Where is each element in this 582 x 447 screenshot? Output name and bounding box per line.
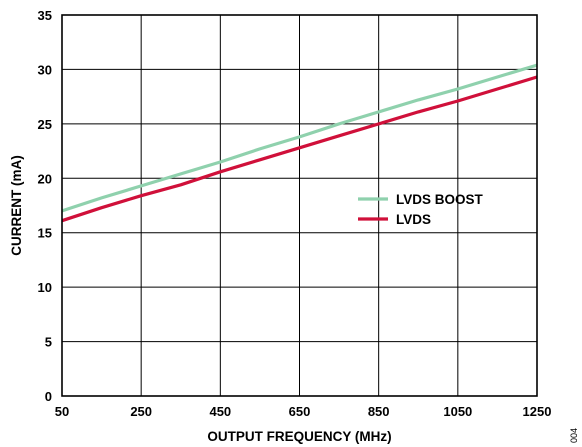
x-tick-labels: 50 250 450 650 850 1050 1250 [55, 404, 552, 419]
legend-label: LVDS BOOST [396, 192, 484, 207]
y-tick-label: 15 [38, 226, 52, 241]
figure-code: 004 [569, 428, 579, 443]
y-tick-label: 25 [38, 117, 52, 132]
x-tick-label: 1050 [443, 404, 472, 419]
legend-label: LVDS [396, 212, 431, 227]
y-tick-label: 10 [38, 280, 52, 295]
x-tick-label: 650 [289, 404, 311, 419]
x-tick-label: 450 [209, 404, 231, 419]
x-tick-label: 850 [368, 404, 390, 419]
grid-lines [61, 14, 538, 397]
x-tick-label: 250 [130, 404, 152, 419]
y-tick-label: 30 [38, 62, 52, 77]
x-tick-label: 1250 [523, 404, 552, 419]
series-line-lvds-boost [61, 63, 538, 213]
x-axis-label: OUTPUT FREQUENCY (MHz) [207, 429, 391, 444]
legend: LVDS BOOST LVDS [358, 192, 484, 227]
y-tick-labels: 0 5 10 15 20 25 30 35 [38, 8, 52, 404]
series-line-lvds [61, 75, 538, 223]
series-layer [61, 63, 538, 223]
plot-frame [61, 14, 538, 397]
x-tick-label: 50 [55, 404, 69, 419]
y-tick-label: 20 [38, 171, 52, 186]
y-tick-label: 35 [38, 8, 52, 23]
y-axis-label: CURRENT (mA) [9, 155, 24, 256]
y-tick-label: 0 [45, 389, 52, 404]
y-tick-label: 5 [45, 335, 52, 350]
